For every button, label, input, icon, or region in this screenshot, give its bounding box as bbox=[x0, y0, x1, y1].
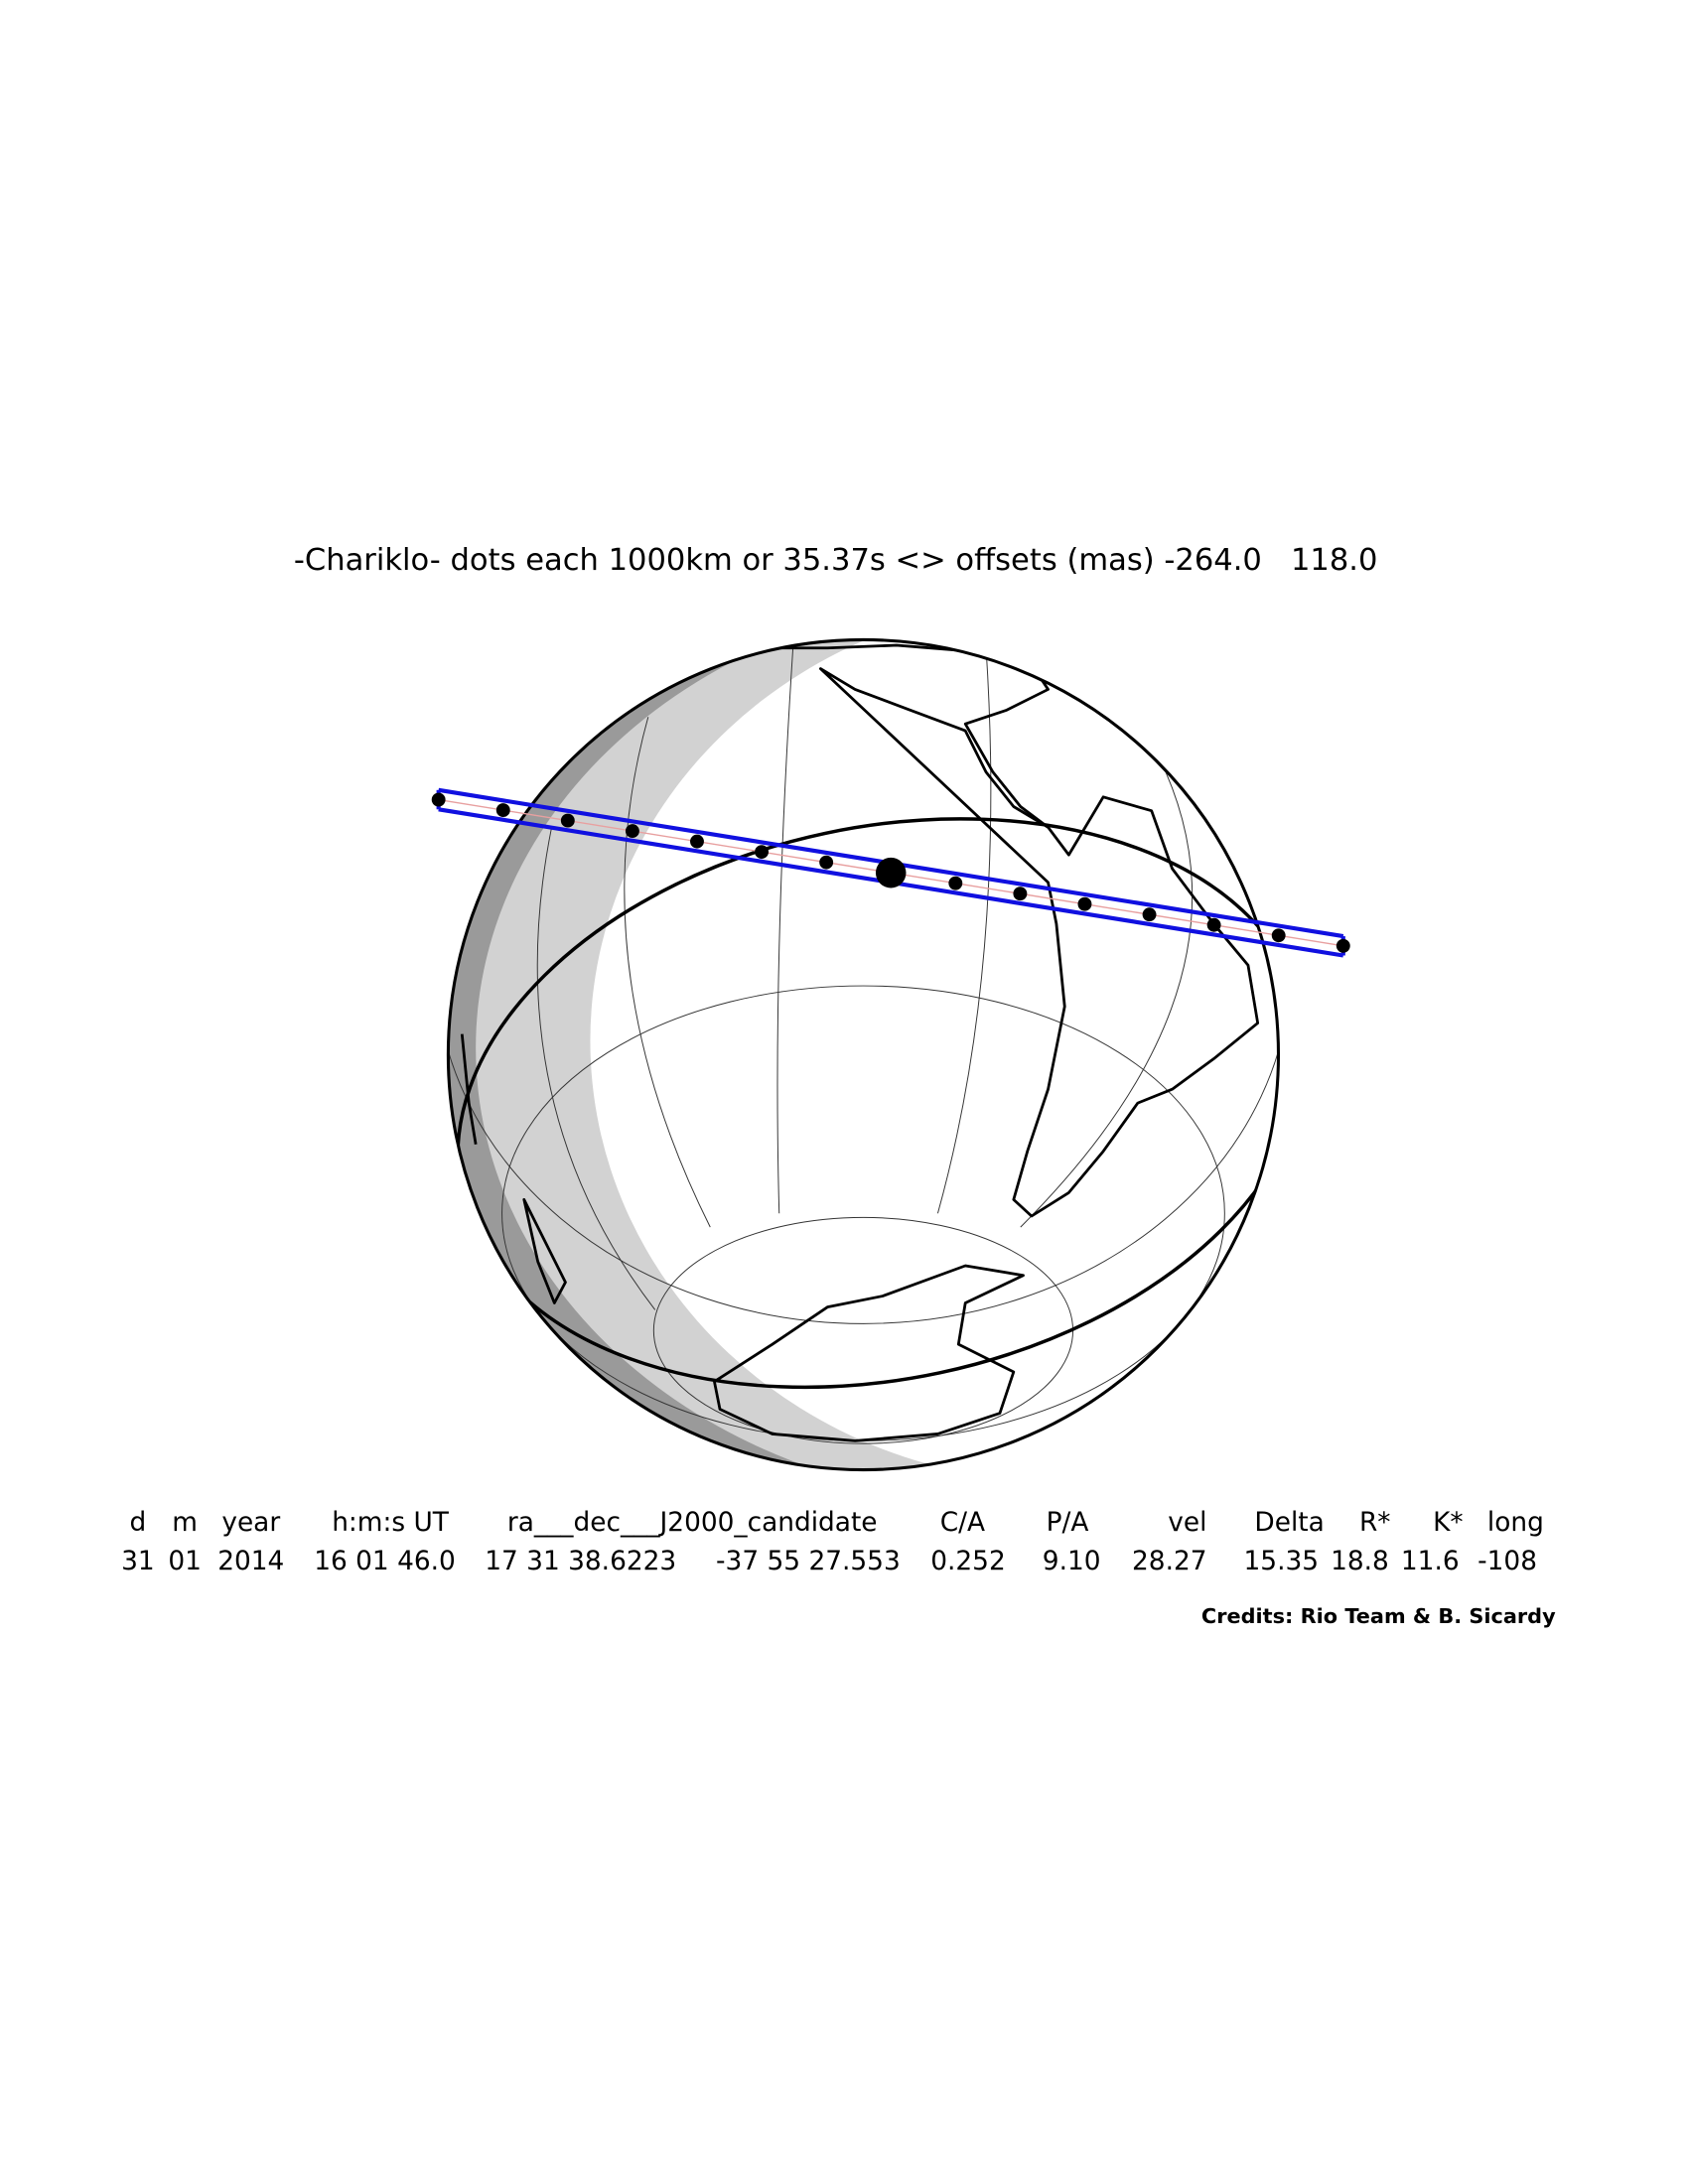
table-header: year bbox=[221, 1508, 280, 1538]
track-dot bbox=[560, 813, 575, 828]
track-dot bbox=[495, 803, 510, 818]
track-dot bbox=[755, 845, 770, 860]
globe-shading bbox=[448, 639, 1279, 1470]
table-header: ra___dec___J2000_candidate bbox=[507, 1508, 878, 1538]
track-dot bbox=[1142, 907, 1157, 922]
table-cell: 0.252 bbox=[930, 1547, 1006, 1576]
table-cell: -108 bbox=[1477, 1547, 1537, 1576]
track-dot bbox=[948, 876, 963, 890]
table-header: d bbox=[130, 1508, 147, 1538]
table-header: R* bbox=[1359, 1508, 1391, 1538]
central-instant-dot bbox=[875, 857, 907, 888]
table-header: K* bbox=[1433, 1508, 1463, 1538]
table-cell: 16 01 46.0 bbox=[314, 1547, 456, 1576]
table-header: C/A bbox=[940, 1508, 985, 1538]
credits: Credits: Rio Team & B. Sicardy bbox=[1201, 1604, 1556, 1628]
track-dot bbox=[1271, 928, 1286, 943]
table-cell: 01 bbox=[168, 1547, 202, 1576]
table-header: P/A bbox=[1047, 1508, 1089, 1538]
table-cell: -37 55 27.553 bbox=[716, 1547, 901, 1576]
track-dot bbox=[1336, 938, 1350, 953]
table-cell: 31 bbox=[121, 1547, 155, 1576]
table-cell: 28.27 bbox=[1132, 1547, 1207, 1576]
track-dot bbox=[1013, 887, 1028, 901]
track-dot bbox=[1206, 917, 1221, 932]
table-cell: 2014 bbox=[217, 1547, 284, 1576]
map-title: -Chariklo- dots each 1000km or 35.37s <>… bbox=[294, 543, 1378, 578]
track-dot bbox=[625, 824, 639, 839]
track-dot bbox=[1077, 896, 1092, 911]
track-dot bbox=[819, 855, 834, 870]
table-header: Delta bbox=[1254, 1508, 1324, 1538]
table-cell: 11.6 bbox=[1401, 1547, 1460, 1576]
table-cell: 15.35 bbox=[1244, 1547, 1320, 1576]
table-header: vel bbox=[1168, 1508, 1206, 1538]
table-cell: 9.10 bbox=[1043, 1547, 1101, 1576]
table-header: h:m:s UT bbox=[332, 1508, 450, 1538]
table-cell: 17 31 38.6223 bbox=[485, 1547, 676, 1576]
track-dot bbox=[690, 834, 704, 849]
globe bbox=[446, 637, 1281, 1472]
track-dot bbox=[431, 792, 446, 807]
table-header: m bbox=[172, 1508, 198, 1538]
table-header: long bbox=[1487, 1508, 1544, 1538]
shadow-path bbox=[431, 787, 1350, 958]
table-cell: 18.8 bbox=[1331, 1547, 1389, 1576]
